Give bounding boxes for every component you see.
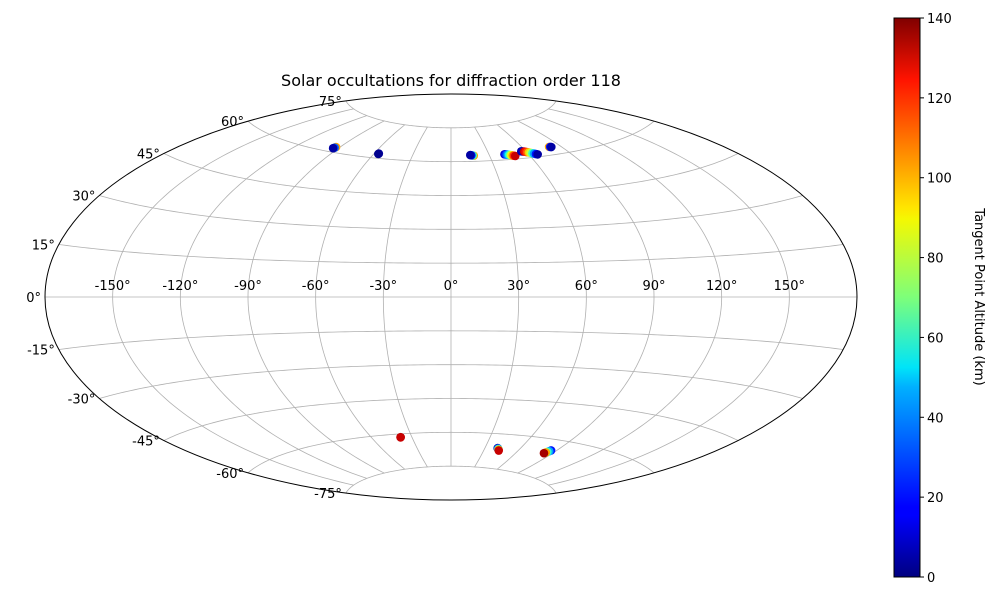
lat-tick-label: 60° [221, 115, 244, 130]
parallel-line [345, 100, 557, 129]
parallel-line [99, 195, 803, 230]
parallel-line [247, 431, 655, 474]
map-boundary [44, 93, 858, 501]
lat-tick-label: 0° [26, 291, 41, 306]
occultation-track [396, 432, 405, 442]
lat-tick-label: 75° [319, 95, 342, 110]
occultation-track [328, 142, 341, 153]
lon-tick-label: 30° [507, 279, 530, 294]
colorbar-label: Tangent Point Altitude (km) [971, 207, 986, 385]
occultation-track [500, 149, 520, 161]
lat-tick-label: 15° [32, 238, 55, 253]
occultation-point [494, 446, 504, 455]
lat-tick-label: -75° [314, 487, 342, 502]
colorbar-ticks: 0 20 40 60 80 100 120 140 [920, 12, 952, 586]
colorbar-tick-label: 0 [927, 571, 935, 586]
occultation-point [533, 150, 542, 159]
occultation-point [465, 150, 475, 160]
lat-tick-label: -60° [216, 467, 244, 482]
colorbar-gradient [893, 17, 921, 578]
map-tick-labels: -150° -120° -90° -60° -30° 0° 30° 60° 90° 120° 150… [26, 95, 805, 502]
occultation-track [374, 149, 384, 159]
colorbar-tick-label: 40 [927, 411, 944, 426]
lon-tick-label: -120° [162, 279, 198, 294]
lon-tick-label: -30° [369, 279, 397, 294]
occultation-point [328, 143, 338, 153]
lat-tick-label: 45° [137, 147, 160, 162]
parallel-line [163, 398, 739, 441]
occultation-track [493, 443, 504, 455]
occultation-track [544, 142, 556, 152]
parallel-line [58, 244, 844, 264]
map-grid [44, 93, 858, 501]
colorbar-tick-label: 60 [927, 331, 944, 346]
parallel-line [58, 330, 844, 350]
colorbar-tick-label: 120 [927, 92, 952, 107]
lat-tick-label: -15° [27, 344, 55, 359]
colorbar-tick-label: 140 [927, 12, 952, 27]
lon-tick-label: -150° [95, 279, 131, 294]
lon-tick-label: 60° [575, 279, 598, 294]
colorbar-tick-label: 80 [927, 252, 944, 267]
lat-tick-label: -30° [68, 393, 96, 408]
lon-tick-label: 0° [444, 279, 459, 294]
lat-tick-label: 30° [72, 190, 95, 205]
colorbar-tick-label: 100 [927, 172, 952, 187]
occultation-track [516, 147, 542, 159]
chart-title: Solar occultations for diffraction order… [281, 71, 621, 90]
occultation-point [547, 142, 556, 152]
occultation-point [510, 151, 520, 161]
colorbar-tick-label: 20 [927, 491, 944, 506]
lon-tick-label: 90° [642, 279, 665, 294]
occultation-point [374, 149, 383, 159]
colorbar: 0 20 40 60 80 100 120 140 Tangent Point Altitud… [893, 12, 986, 586]
lat-tick-label: -45° [132, 435, 160, 450]
lon-tick-label: -60° [302, 279, 330, 294]
lon-tick-label: 150° [774, 279, 805, 294]
lon-tick-label: -90° [234, 279, 262, 294]
parallel-line [163, 153, 739, 196]
parallel-line [247, 120, 655, 163]
parallel-line [99, 364, 803, 399]
parallel-line [345, 465, 557, 494]
occultation-track [539, 446, 556, 458]
occultation-track [465, 150, 479, 160]
occultation-point [396, 433, 405, 442]
occultation-points [328, 142, 556, 458]
lon-tick-label: 120° [706, 279, 737, 294]
occultation-point [539, 448, 549, 458]
